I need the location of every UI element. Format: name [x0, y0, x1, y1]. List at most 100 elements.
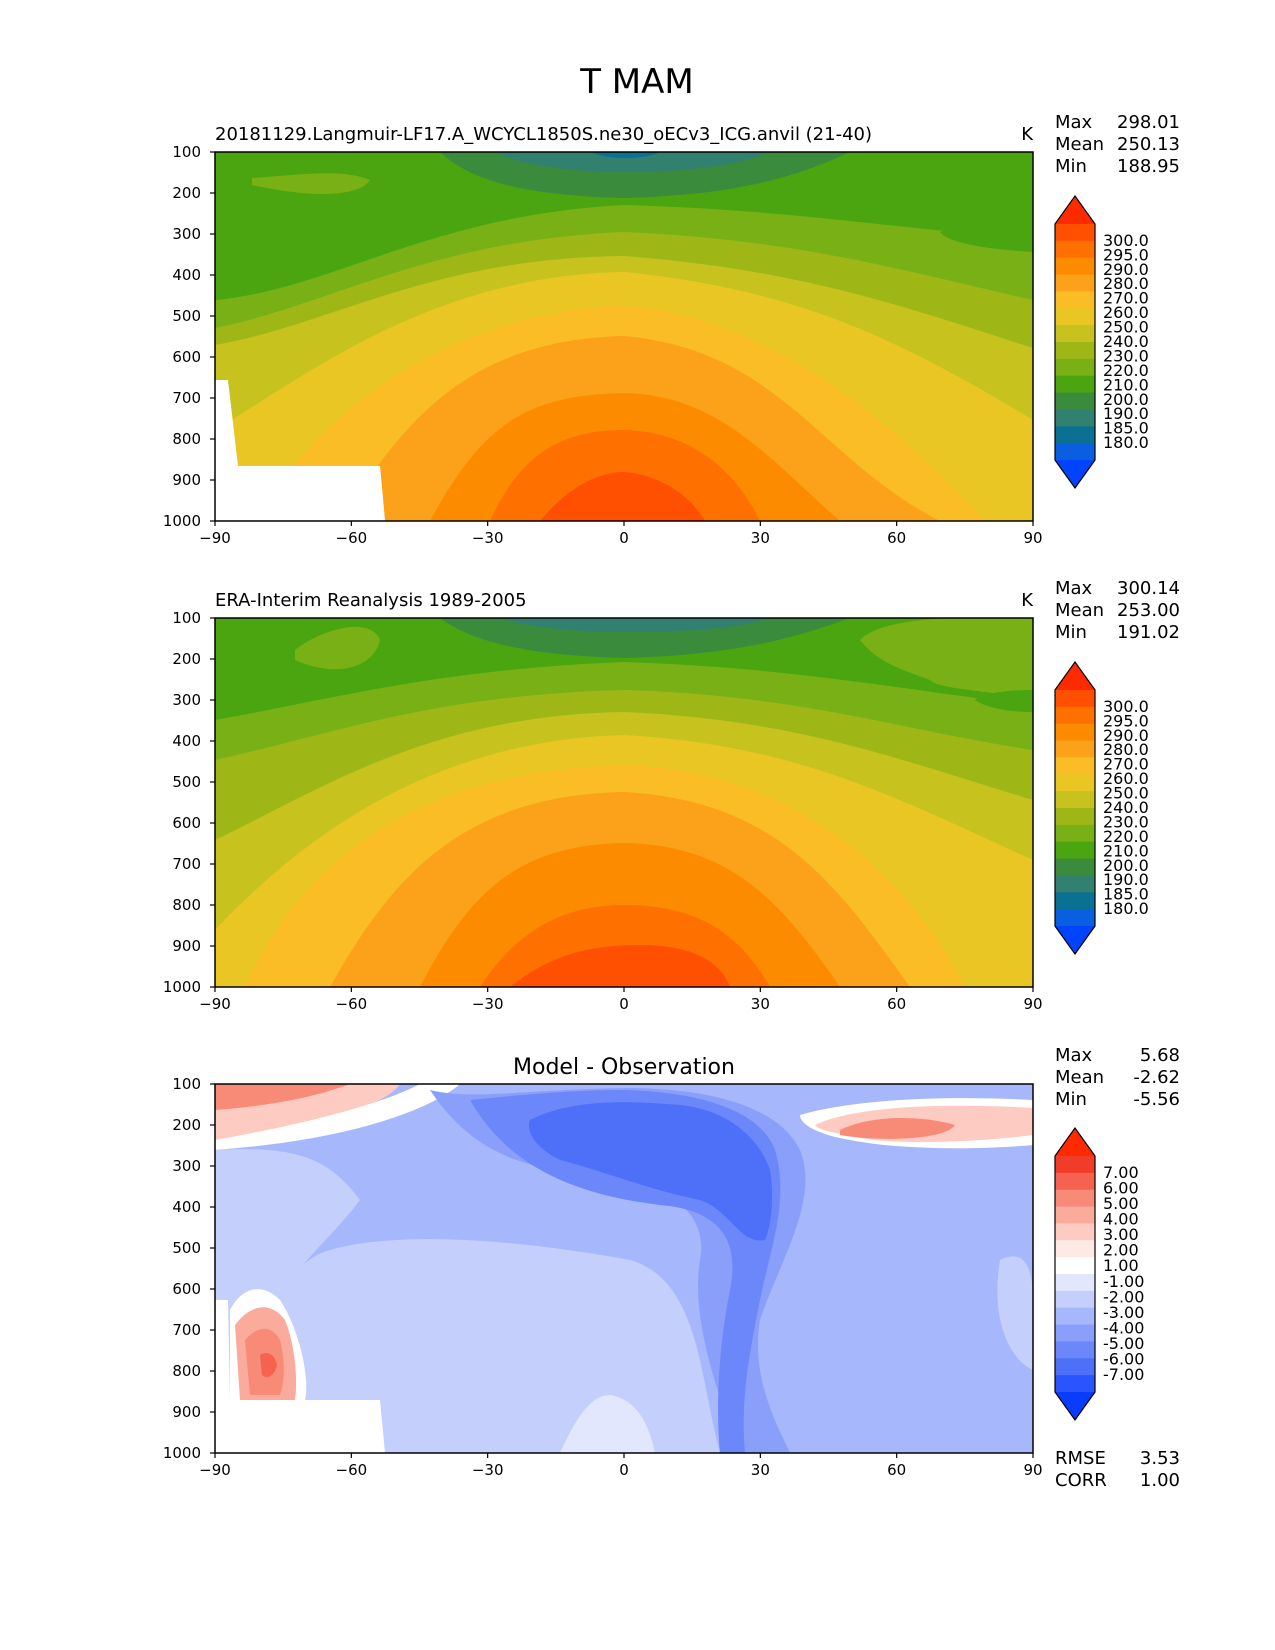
y-tick-label: 300: [172, 1157, 201, 1175]
y-tick-label: 200: [172, 1116, 201, 1134]
colorbar-swatch: [1055, 1156, 1095, 1174]
colorbar-swatch: [1055, 1206, 1095, 1224]
colorbar-extend-bottom: [1055, 460, 1095, 488]
x-tick-label: 0: [619, 995, 629, 1013]
obs-contour-field: [215, 618, 1033, 987]
colorbar-level-label: 220.0: [1103, 361, 1149, 380]
colorbar-outline: [1054, 660, 1096, 956]
y-tick-label: 200: [172, 650, 201, 668]
colorbar-swatch: [1055, 1290, 1095, 1309]
x-tick-label: 0: [619, 529, 629, 547]
y-tick-label: 500: [172, 307, 201, 325]
colorbar-swatch: [1055, 1172, 1095, 1191]
stat-value: 300.14: [1117, 578, 1180, 599]
colorbar-swatch: [1055, 909, 1095, 927]
colorbar-extend-top: [1055, 196, 1095, 224]
colorbar-level-label: 5.00: [1103, 1194, 1139, 1213]
stat-value: 5.68: [1140, 1045, 1180, 1066]
colorbar-swatch: [1055, 858, 1095, 876]
y-tick-label: 900: [172, 1403, 201, 1421]
y-tick-label: 700: [172, 1321, 201, 1339]
colorbar-level-label: 190.0: [1103, 404, 1149, 423]
colorbar-level-label: 280.0: [1103, 740, 1149, 759]
y-tick-label: 100: [172, 143, 201, 161]
obs-colorbar: 300.0295.0290.0280.0270.0260.0250.0240.0…: [1054, 660, 1149, 956]
colorbar-level-label: 260.0: [1103, 769, 1149, 788]
colorbar-swatch: [1055, 274, 1095, 292]
y-tick-label: 300: [172, 225, 201, 243]
stat-label: Mean: [1055, 600, 1104, 621]
colorbar-level-label: 300.0: [1103, 231, 1149, 250]
colorbar-swatch: [1055, 224, 1095, 242]
colorbar-swatch: [1055, 723, 1095, 742]
y-tick-label: 1000: [163, 1444, 201, 1462]
colorbar-level-label: -2.00: [1103, 1287, 1144, 1306]
colorbar-swatch: [1055, 342, 1095, 360]
colorbar-level-label: 295.0: [1103, 711, 1149, 730]
colorbar-level-label: 185.0: [1103, 419, 1149, 438]
colorbar-level-label: 270.0: [1103, 289, 1149, 308]
y-tick-label: 100: [172, 609, 201, 627]
colorbar-level-label: 230.0: [1103, 346, 1149, 365]
y-tick-label: 800: [172, 896, 201, 914]
colorbar-level-label: 210.0: [1103, 375, 1149, 394]
diff-axes: −90 −60 −30 0 30 60 90 100 200 300 400 500 600 700 800…: [163, 1075, 1043, 1479]
colorbar-swatch: [1055, 1223, 1095, 1241]
footer-stat-value: 1.00: [1140, 1470, 1180, 1491]
obs-title: ERA-Interim Reanalysis 1989-2005: [215, 590, 527, 611]
colorbar-swatch: [1055, 409, 1095, 427]
x-tick-label: 30: [751, 995, 770, 1013]
colorbar-level-label: 2.00: [1103, 1241, 1139, 1260]
y-tick-label: 900: [172, 937, 201, 955]
colorbar-swatch: [1055, 774, 1095, 792]
colorbar-swatch: [1055, 841, 1095, 860]
model-axes: −90 −60 −30 0 30 60 90 100 200 300 400 500 600 700 800…: [163, 143, 1043, 547]
colorbar-level-label: 270.0: [1103, 755, 1149, 774]
obs-stats: Max 300.14 Mean 253.00 Min 191.02: [1055, 578, 1180, 643]
colorbar-level-label: 1.00: [1103, 1256, 1139, 1275]
colorbar-swatch: [1055, 1324, 1095, 1342]
panel-difference: Model - Observation −90 −60 −30 0 30 60 90 100 2…: [163, 1045, 1180, 1491]
x-tick-label: 30: [751, 529, 770, 547]
model-contour-field: [215, 152, 1033, 521]
colorbar-swatch: [1055, 291, 1095, 309]
colorbar-level-label: -6.00: [1103, 1350, 1144, 1369]
y-tick-label: 500: [172, 773, 201, 791]
x-tick-label: 90: [1023, 995, 1042, 1013]
colorbar-swatch: [1055, 690, 1095, 708]
x-tick-label: 30: [751, 1461, 770, 1479]
stat-value: 298.01: [1117, 112, 1180, 133]
colorbar-swatch: [1055, 240, 1095, 259]
panel-model: 20181129.Langmuir-LF17.A_WCYCL1850S.ne30…: [163, 112, 1180, 547]
y-tick-label: 200: [172, 184, 201, 202]
footer-stat-label: CORR: [1055, 1470, 1107, 1491]
colorbar-level-label: 295.0: [1103, 245, 1149, 264]
y-tick-label: 700: [172, 389, 201, 407]
y-tick-label: 600: [172, 348, 201, 366]
colorbar-level-label: 230.0: [1103, 812, 1149, 831]
colorbar-level-label: 240.0: [1103, 798, 1149, 817]
colorbar-swatch: [1055, 426, 1095, 444]
x-tick-label: 90: [1023, 1461, 1042, 1479]
stat-value: -2.62: [1133, 1067, 1180, 1088]
colorbar-level-label: 185.0: [1103, 885, 1149, 904]
colorbar-level-label: 180.0: [1103, 433, 1149, 452]
colorbar-swatch: [1055, 757, 1095, 775]
colorbar-level-label: 200.0: [1103, 390, 1149, 409]
colorbar-swatch: [1055, 308, 1095, 326]
model-title: 20181129.Langmuir-LF17.A_WCYCL1850S.ne30…: [215, 124, 872, 145]
x-tick-label: 60: [887, 1461, 906, 1479]
colorbar-swatch: [1055, 1189, 1095, 1208]
footer-stat-label: RMSE: [1055, 1448, 1106, 1469]
colorbar-extend-bottom: [1055, 1392, 1095, 1420]
x-tick-label: −90: [199, 1461, 231, 1479]
stat-label: Max: [1055, 112, 1093, 133]
diff-footer-stats: RMSE 3.53 CORR 1.00: [1055, 1448, 1180, 1491]
colorbar-level-label: 260.0: [1103, 303, 1149, 322]
stat-value: -5.56: [1133, 1089, 1180, 1110]
colorbar-level-label: -7.00: [1103, 1365, 1144, 1384]
colorbar-level-label: -5.00: [1103, 1334, 1144, 1353]
colorbar-level-label: -1.00: [1103, 1272, 1144, 1291]
stat-label: Min: [1055, 1089, 1087, 1110]
